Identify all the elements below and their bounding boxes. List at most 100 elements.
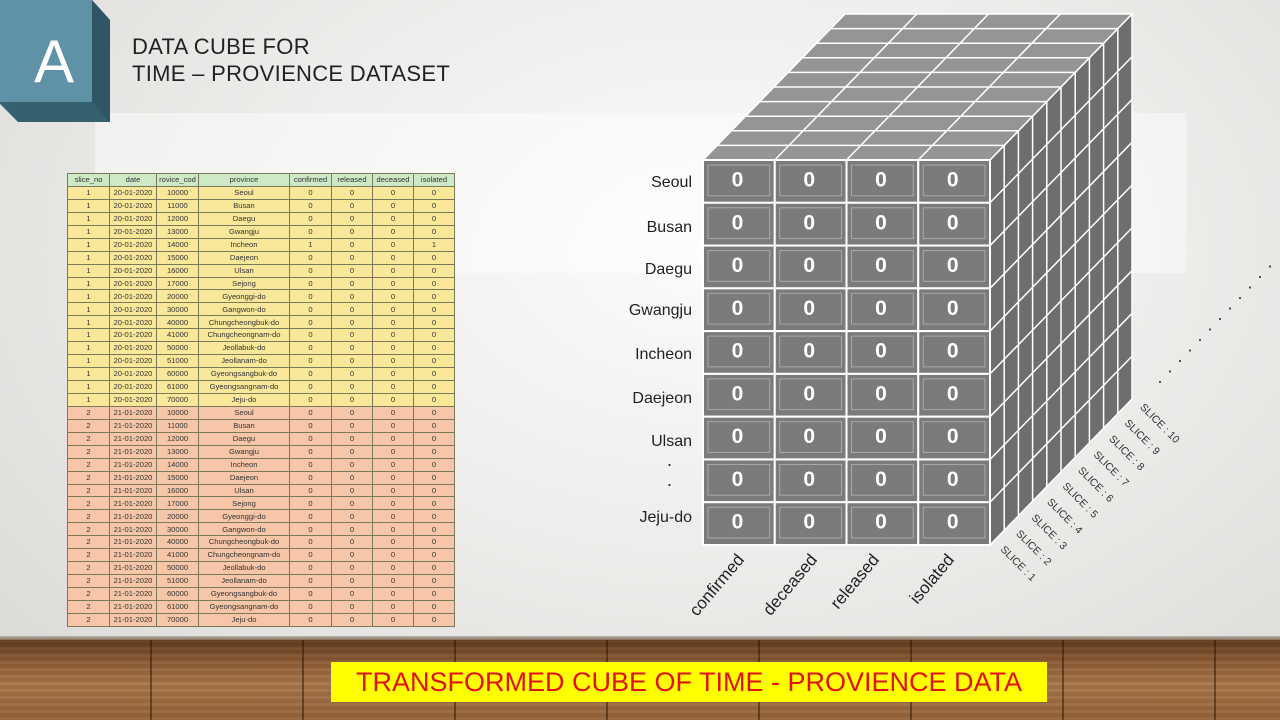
slice-continuation-dot [1188,349,1192,352]
table-row: 2 21-01-2020 20000 Gyeonggi-do 0 0 0 0 [67,509,455,524]
table-cell: 51000 [156,354,199,369]
cube-row-label: Daejeon [632,390,692,407]
cube-cell-value: 0 [732,169,744,192]
table-cell: 17000 [156,496,199,511]
table-row: 2 21-01-2020 41000 Chungcheongnam-do 0 0 0 0 [67,548,455,563]
table-cell: 0 [331,470,373,485]
table-cell: 0 [372,224,414,239]
slice-continuation-dot [1208,328,1212,331]
cube-cell-inner [851,463,914,496]
table-cell: Gangwon-do [198,302,290,317]
table-cell: 0 [372,263,414,278]
table-header-cell: deceased [372,173,414,187]
cube-cell-value: 0 [947,211,959,234]
cube-cell-inner [779,207,842,240]
table-cell: 0 [372,522,414,537]
cube-cell-inner [707,378,771,411]
table-cell: Jeollabuk-do [198,341,290,356]
table-cell: 0 [372,198,414,213]
table-cell: 21-01-2020 [109,470,157,485]
table-cell: Gyeongsangnam-do [198,599,290,614]
table-cell: 0 [372,380,414,394]
table-row: 1 20-01-2020 61000 Gyeongsangnam-do 0 0 0 0 [67,380,455,394]
table-row: 1 20-01-2020 40000 Chungcheongbuk-do 0 0 0 0 [67,315,455,330]
table-cell: Gwangju [198,444,290,459]
table-cell: 2 [67,612,110,627]
table-cell: 0 [289,224,332,239]
table-cell: 2 [67,470,110,485]
table-cell: 0 [289,535,332,550]
cube-cell-inner [707,292,771,325]
cube-cell-inner [779,421,842,453]
table-cell: Gyeongsangbuk-do [198,587,290,601]
table-body: 1 20-01-2020 10000 Seoul 0 0 0 0 1 20-01-2020 1100… [67,185,455,627]
cube-cell [917,201,991,247]
table-cell: 21-01-2020 [109,444,157,459]
table-cell: 0 [331,224,373,239]
section-badge: A [0,0,110,122]
table-row: 2 21-01-2020 51000 Jeollanam-do 0 0 0 0 [67,574,455,588]
table-cell: 21-01-2020 [109,509,157,524]
table-cell: 0 [331,392,373,407]
table-cell: 0 [413,457,455,472]
table-row: 1 20-01-2020 10000 Seoul 0 0 0 0 [67,185,455,200]
table-header-cell: province [198,173,290,187]
cube-cell-value: 0 [875,511,887,534]
cube-cell [773,287,848,333]
table-cell: 20-01-2020 [109,185,157,200]
table-cell: 50000 [156,341,199,356]
cube-cell-inner [707,250,771,282]
table-cell: 20-01-2020 [109,289,157,304]
cube-cell [773,415,848,461]
table-cell: 0 [372,315,414,330]
floor-edge [0,636,1280,642]
table-cell: 0 [289,561,332,576]
table-cell: 0 [372,250,414,265]
table-cell: Jeju-do [198,612,290,627]
table-cell: Daejeon [198,470,290,485]
table-row: 2 21-01-2020 40000 Chungcheongbuk-do 0 0 0 0 [67,535,455,550]
cube-row-label: Busan [647,219,692,236]
table-cell: 2 [67,509,110,524]
cube-cell-inner [922,292,986,325]
table-cell: 21-01-2020 [109,405,157,420]
table-cell: 0 [413,302,455,317]
slice-continuation-dot [1268,265,1272,268]
table-cell: 14000 [156,457,199,472]
table-cell: 0 [413,599,455,614]
cube-cell-inner [779,292,842,325]
table-cell: 13000 [156,444,199,459]
table-cell: 40000 [156,315,199,330]
slice-continuation-dot [1218,317,1222,321]
table-cell: 0 [331,289,373,304]
table-cell: Seoul [198,405,290,420]
cube-cell-value: 0 [803,254,815,277]
cube-cell-inner [851,506,914,539]
cube-cell-inner [851,335,914,368]
table-cell: 0 [331,612,373,627]
table-cell: Busan [198,198,290,213]
cube-cell-inner [707,164,771,197]
table-row: 2 21-01-2020 60000 Gyeongsangbuk-do 0 0 0 0 [67,587,455,601]
cube-column-label: deceased [759,550,821,619]
table-row: 1 20-01-2020 12000 Daegu 0 0 0 0 [67,211,455,226]
table-row: 1 20-01-2020 70000 Jeju-do 0 0 0 0 [67,392,455,407]
cube-cell-value: 0 [803,468,815,491]
table-cell: 0 [413,548,455,563]
table-cell: 0 [413,224,455,239]
table-cell: 0 [372,418,414,433]
cube-side-grid-line [989,312,1133,460]
cube-cell-value: 0 [947,254,959,277]
table-cell: 0 [331,367,373,381]
table-cell: 0 [413,354,455,369]
table-cell: Chungcheongbuk-do [198,315,290,330]
table-cell: 2 [67,405,110,420]
cube-cell-value: 0 [803,511,815,534]
table-cell: 0 [289,289,332,304]
table-cell: 0 [289,392,332,407]
cube-cell-value: 0 [803,425,815,448]
table-row: 2 21-01-2020 70000 Jeju-do 0 0 0 0 [67,612,455,627]
table-cell: 0 [372,276,414,291]
table-cell: Busan [198,418,290,433]
table-row: 2 21-01-2020 13000 Gwangju 0 0 0 0 [67,444,455,459]
